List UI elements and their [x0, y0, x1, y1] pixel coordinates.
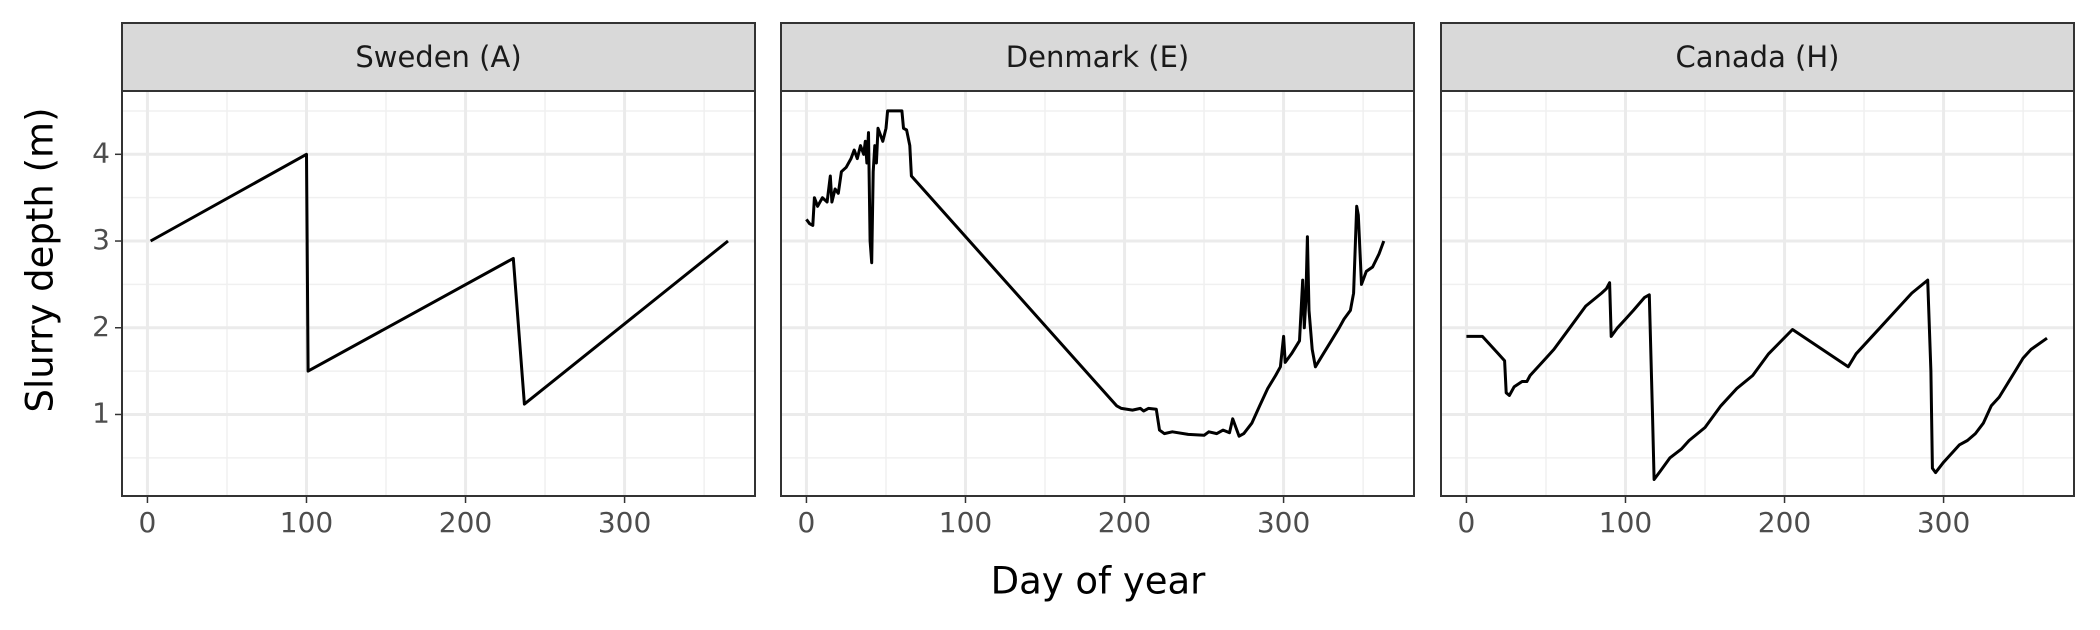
x-tick-label: 100 — [939, 506, 992, 539]
y-axis-title: Slurry depth (m) — [19, 107, 62, 412]
data-line — [1466, 278, 2048, 481]
x-tick-label: 0 — [139, 506, 157, 539]
data-line — [805, 109, 1386, 438]
facet-title: Canada (H) — [1675, 40, 1839, 74]
data-line — [149, 152, 729, 406]
x-axis-title: Day of year — [991, 560, 1207, 603]
facet-strip — [121, 22, 756, 92]
x-tick-label: 200 — [1098, 506, 1151, 539]
y-tick-label: 3 — [92, 223, 110, 256]
facet-strip — [1440, 22, 2075, 92]
x-tick-label: 100 — [280, 506, 333, 539]
facet-title: Sweden (A) — [355, 40, 521, 74]
y-tick-label: 1 — [92, 396, 110, 429]
x-tick-label: 100 — [1599, 506, 1652, 539]
y-tick-label: 2 — [92, 310, 110, 343]
x-tick-label: 0 — [798, 506, 816, 539]
x-tick-label: 200 — [439, 506, 492, 539]
x-tick-label: 200 — [1758, 506, 1811, 539]
x-tick-label: 300 — [1917, 506, 1970, 539]
facet-title: Denmark (E) — [1006, 40, 1189, 74]
facet-strip — [780, 22, 1415, 92]
panel-background — [1441, 91, 2074, 496]
x-tick-label: 300 — [598, 506, 651, 539]
x-tick-label: 0 — [1458, 506, 1476, 539]
x-tick-label: 300 — [1257, 506, 1310, 539]
y-tick-label: 4 — [92, 136, 110, 169]
panel-background — [122, 91, 755, 496]
